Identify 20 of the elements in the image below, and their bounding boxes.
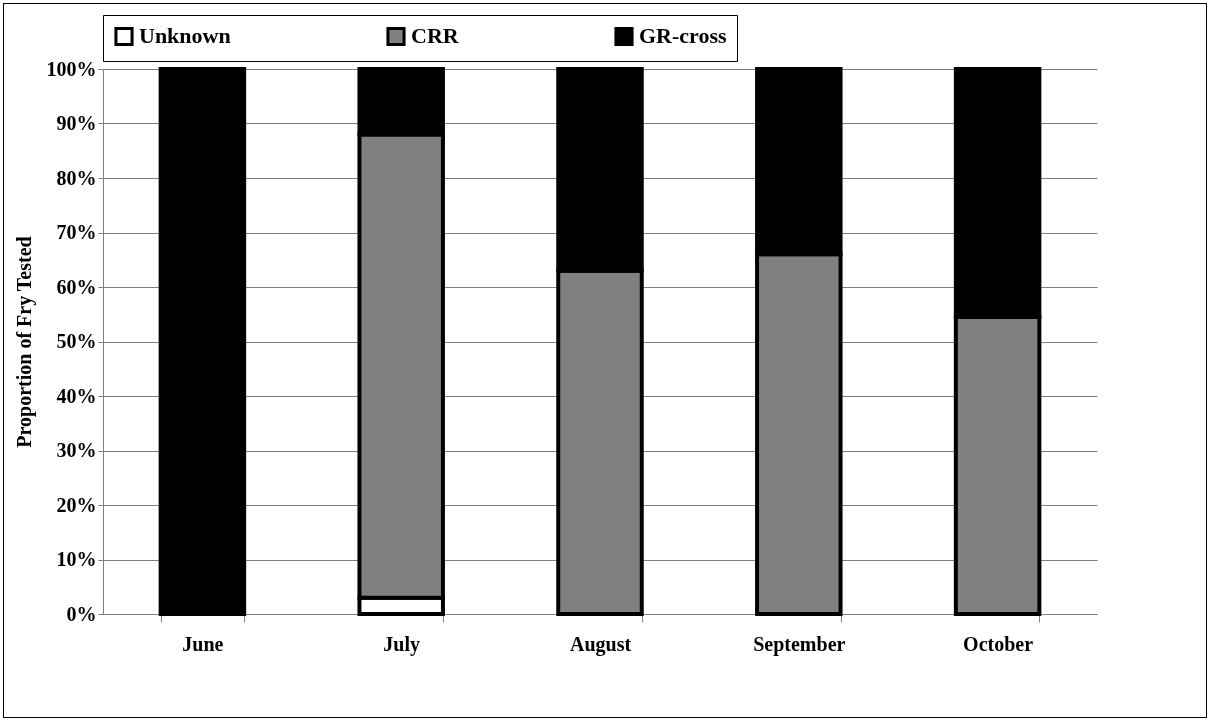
- y-tick-label: 10%: [56, 548, 97, 570]
- y-tick-label: 30%: [56, 439, 97, 461]
- y-tick-label: 0%: [66, 602, 97, 625]
- y-tick-label: 80%: [56, 166, 97, 189]
- legend-label: GR-cross: [639, 23, 728, 49]
- legend-label: CRR: [411, 23, 460, 49]
- y-tick-label: 100%: [46, 57, 97, 80]
- y-tick-label: 70%: [56, 221, 97, 243]
- x-tick-label: October: [963, 632, 1034, 655]
- y-tick-label: 90%: [56, 112, 97, 134]
- y-tick-label: 20%: [56, 493, 97, 516]
- y-tick-label: 60%: [56, 275, 97, 298]
- x-tick-label: August: [569, 632, 632, 656]
- y-axis-title: Proportion of Fry Tested: [12, 236, 36, 448]
- x-tick-label: June: [182, 632, 224, 655]
- legend-label: Unknown: [139, 23, 231, 49]
- x-tick-label: July: [383, 632, 421, 656]
- y-tick-label: 50%: [56, 330, 97, 352]
- x-tick-label: September: [753, 632, 846, 656]
- y-tick-label: 40%: [56, 384, 97, 407]
